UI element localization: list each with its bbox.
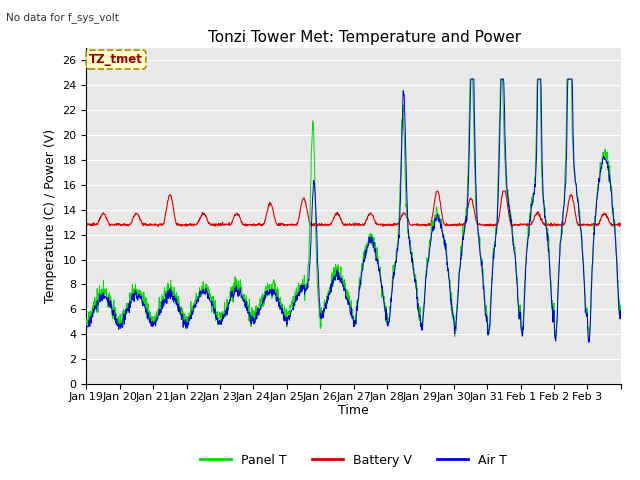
Battery V — [617, 221, 625, 227]
Air T — [83, 323, 90, 329]
Panel T — [611, 216, 618, 222]
Y-axis label: Temperature (C) / Power (V): Temperature (C) / Power (V) — [44, 129, 57, 303]
Air T — [330, 277, 337, 283]
Air T — [585, 339, 593, 345]
Battery V — [433, 188, 441, 194]
Panel T — [339, 282, 347, 288]
Battery V — [166, 193, 174, 199]
Panel T — [585, 337, 593, 343]
Line: Battery V: Battery V — [86, 191, 621, 227]
Battery V — [339, 221, 347, 227]
Air T — [339, 284, 347, 289]
Text: TZ_tmet: TZ_tmet — [89, 53, 143, 66]
Battery V — [480, 222, 488, 228]
Panel T — [166, 289, 174, 295]
Panel T — [466, 76, 474, 82]
Battery V — [559, 223, 566, 228]
Battery V — [611, 222, 618, 228]
Panel T — [617, 306, 625, 312]
Panel T — [558, 231, 566, 237]
Air T — [480, 283, 488, 288]
Battery V — [83, 222, 90, 228]
X-axis label: Time: Time — [338, 405, 369, 418]
Air T — [558, 221, 566, 227]
Air T — [166, 292, 174, 298]
Legend: Panel T, Battery V, Air T: Panel T, Battery V, Air T — [195, 449, 512, 472]
Air T — [611, 221, 618, 227]
Text: No data for f_sys_volt: No data for f_sys_volt — [6, 12, 119, 23]
Battery V — [330, 216, 337, 222]
Line: Panel T: Panel T — [86, 79, 621, 340]
Panel T — [83, 322, 90, 327]
Line: Air T: Air T — [86, 79, 621, 342]
Air T — [467, 76, 475, 82]
Panel T — [480, 283, 488, 289]
Panel T — [330, 278, 337, 284]
Air T — [617, 310, 625, 316]
Title: Tonzi Tower Met: Temperature and Power: Tonzi Tower Met: Temperature and Power — [208, 30, 521, 46]
Battery V — [508, 224, 516, 230]
